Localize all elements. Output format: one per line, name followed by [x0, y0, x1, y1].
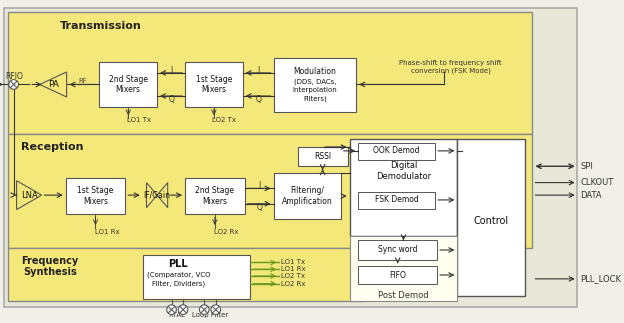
- Text: I: I: [258, 181, 260, 190]
- Text: RSSI: RSSI: [314, 152, 331, 161]
- Text: XTAL: XTAL: [169, 312, 186, 318]
- Bar: [358, 143, 435, 160]
- Text: I: I: [257, 66, 259, 75]
- Text: Loop Filter: Loop Filter: [192, 312, 228, 318]
- Bar: [457, 139, 525, 296]
- Text: CLKOUT: CLKOUT: [580, 178, 614, 187]
- Bar: [8, 12, 532, 134]
- Text: 1st Stage
Mixers: 1st Stage Mixers: [77, 186, 114, 206]
- Bar: [8, 134, 532, 248]
- Text: 1st Stage
Mixers: 1st Stage Mixers: [196, 75, 232, 94]
- Text: FIFO: FIFO: [389, 270, 406, 279]
- Text: PA: PA: [47, 80, 59, 89]
- Text: I: I: [170, 66, 173, 75]
- Text: PLL: PLL: [168, 259, 188, 269]
- Text: LNA: LNA: [21, 191, 37, 200]
- Circle shape: [211, 305, 221, 315]
- Text: (Comparator, VCO: (Comparator, VCO: [147, 272, 210, 278]
- Text: RFIO: RFIO: [5, 72, 23, 81]
- Circle shape: [167, 305, 177, 315]
- Text: OOK Demod: OOK Demod: [373, 146, 420, 155]
- Text: Digital
Demodulator: Digital Demodulator: [376, 162, 431, 181]
- Text: LO2 Tx: LO2 Tx: [212, 117, 236, 123]
- Bar: [66, 178, 125, 214]
- Text: LO1 Rx: LO1 Rx: [95, 229, 119, 235]
- Bar: [349, 235, 457, 301]
- Text: Filter, Dividers): Filter, Dividers): [152, 280, 205, 287]
- Bar: [99, 62, 157, 107]
- Text: IF/Gain: IF/Gain: [144, 191, 170, 200]
- Text: Post Demod: Post Demod: [378, 291, 429, 300]
- Text: 2nd Stage
Mixers: 2nd Stage Mixers: [109, 75, 148, 94]
- Bar: [358, 192, 435, 209]
- Text: LO1 Rx: LO1 Rx: [281, 266, 306, 272]
- Polygon shape: [17, 181, 42, 210]
- Bar: [8, 248, 364, 301]
- Bar: [358, 240, 437, 260]
- Text: Modulation: Modulation: [293, 68, 336, 77]
- Text: LO2 Tx: LO2 Tx: [281, 273, 305, 279]
- Circle shape: [200, 305, 209, 315]
- Text: Frequency
Synthesis: Frequency Synthesis: [21, 255, 79, 277]
- Text: Interpolation: Interpolation: [293, 87, 338, 93]
- Text: Q: Q: [168, 95, 175, 104]
- Text: SPI: SPI: [580, 162, 593, 171]
- Bar: [185, 178, 245, 214]
- Bar: [143, 255, 250, 299]
- Bar: [273, 58, 356, 112]
- Text: Filters): Filters): [303, 96, 327, 102]
- Bar: [185, 62, 243, 107]
- Bar: [349, 139, 457, 235]
- Text: Q: Q: [256, 203, 262, 212]
- Text: Control: Control: [474, 216, 509, 226]
- Bar: [273, 173, 341, 219]
- Circle shape: [178, 305, 188, 315]
- Text: DATA: DATA: [580, 191, 602, 200]
- Polygon shape: [147, 182, 168, 208]
- Text: Filtering/
Amplification: Filtering/ Amplification: [282, 186, 333, 206]
- Text: RF: RF: [79, 78, 87, 84]
- Text: Sync word: Sync word: [378, 245, 417, 255]
- Text: Reception: Reception: [21, 142, 84, 152]
- Text: (DDS, DACs,: (DDS, DACs,: [294, 78, 336, 85]
- Text: 2nd Stage
Mixers: 2nd Stage Mixers: [195, 186, 235, 206]
- Text: PLL_LOCK: PLL_LOCK: [580, 274, 622, 283]
- Text: Q: Q: [255, 95, 261, 104]
- Text: Transmission: Transmission: [60, 21, 142, 31]
- Text: FSK Demod: FSK Demod: [375, 195, 419, 204]
- Text: LO1 Tx: LO1 Tx: [281, 259, 305, 266]
- Text: Phase-shift to frequency shift
conversion (FSK Mode): Phase-shift to frequency shift conversio…: [399, 60, 502, 74]
- Text: LO1 Tx: LO1 Tx: [127, 117, 151, 123]
- Polygon shape: [40, 72, 67, 97]
- Text: LO2 Rx: LO2 Rx: [281, 281, 306, 287]
- Bar: [358, 266, 437, 284]
- Text: LO2 Rx: LO2 Rx: [214, 229, 238, 235]
- Bar: [298, 147, 348, 166]
- Circle shape: [9, 80, 19, 89]
